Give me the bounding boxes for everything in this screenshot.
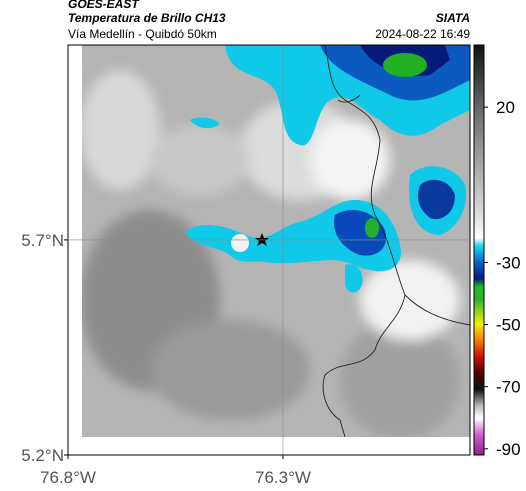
subtitle: Temperatura de Brillo CH13 — [68, 11, 226, 25]
colorbar-tick-label: 20 — [496, 98, 515, 117]
colorbar-tick-label: -70 — [496, 378, 521, 397]
route: Vía Medellín - Quibdó 50km — [68, 27, 217, 41]
lon-tick-label: 76.3°W — [255, 468, 311, 487]
source: SIATA — [436, 11, 470, 25]
colorbar-tick-label: -50 — [496, 316, 521, 335]
satellite-image — [82, 45, 470, 437]
colorbar-tick-label: -30 — [496, 253, 521, 272]
lat-tick-label: 5.2°N — [21, 446, 64, 465]
lon-tick-label: 76.8°W — [40, 468, 96, 487]
colorbar — [473, 44, 485, 456]
datetime: 2024-08-22 16:49 — [375, 27, 470, 41]
lat-tick-label: 5.7°N — [21, 231, 64, 250]
map-frame — [67, 44, 471, 456]
colorbar-tick-label: -90 — [496, 440, 521, 459]
title: GOES-EAST — [68, 0, 140, 11]
location-marker — [255, 233, 269, 246]
